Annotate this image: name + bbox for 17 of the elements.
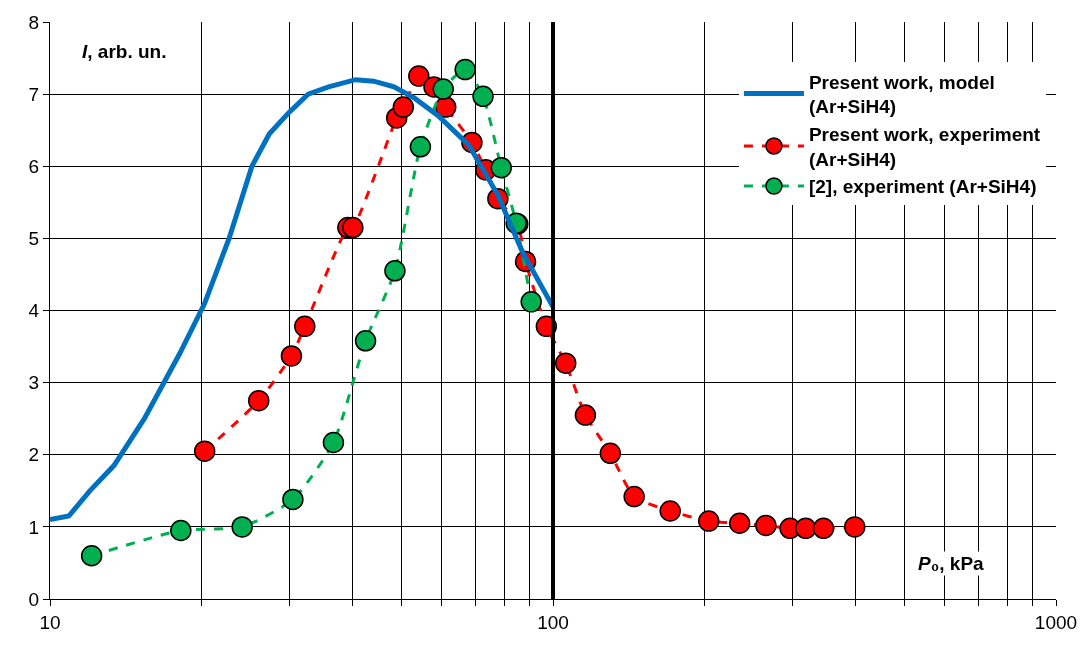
x-axis-title: P₀, kPa bbox=[918, 553, 985, 574]
y-tick-label: 0 bbox=[28, 588, 40, 610]
y-tick-label: 8 bbox=[28, 11, 40, 33]
y-tick-label: 5 bbox=[28, 228, 40, 250]
x-tick-label: 10 bbox=[39, 611, 61, 633]
y-tick-label: 4 bbox=[28, 300, 40, 322]
x-tick-label: 1000 bbox=[1034, 611, 1078, 633]
x-tick-label: 100 bbox=[537, 611, 569, 633]
legend-label: [2], experiment (Ar+SiH4) bbox=[808, 176, 1037, 198]
legend-label: Present work, model (Ar+SiH4) bbox=[808, 71, 995, 118]
y-tick-label: 3 bbox=[28, 372, 40, 394]
y-tick-label: 6 bbox=[28, 155, 40, 177]
y-tick-label: 2 bbox=[28, 444, 40, 466]
legend-label: Present work, experiment (Ar+SiH4) bbox=[808, 124, 1041, 170]
y-tick-label: 7 bbox=[28, 83, 40, 105]
y-tick-label: 1 bbox=[28, 516, 40, 538]
y-axis-title: I, arb. un. bbox=[82, 41, 167, 62]
